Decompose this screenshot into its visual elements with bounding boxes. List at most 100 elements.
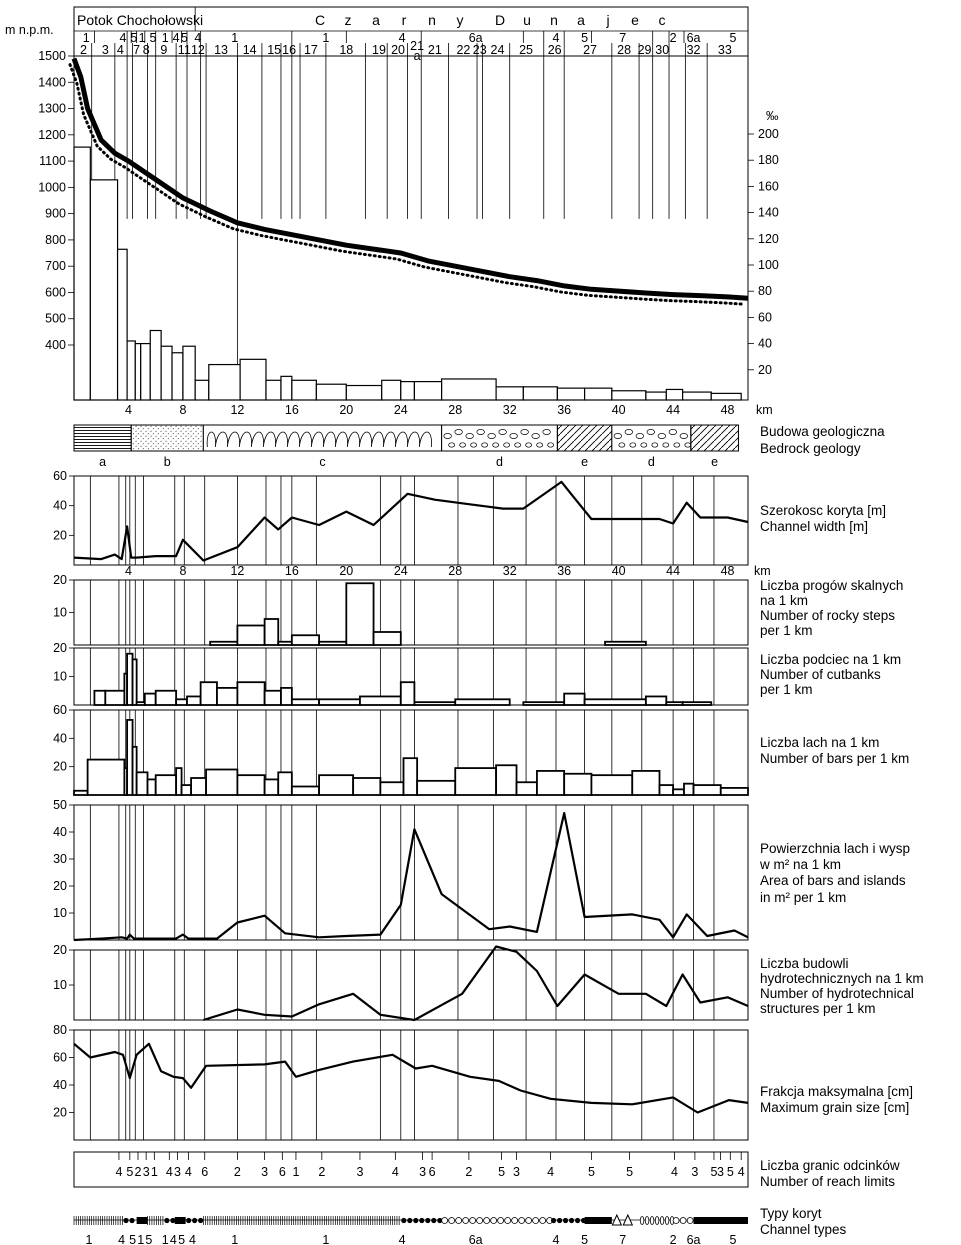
geology-pebble bbox=[492, 442, 499, 448]
geology-pebble bbox=[514, 442, 521, 448]
limits-value: 3 bbox=[513, 1165, 520, 1179]
profile-ylabel-right: ‰ bbox=[766, 109, 779, 123]
header-river-letter: a bbox=[372, 12, 380, 28]
profile-x-tick-label: 28 bbox=[448, 403, 462, 417]
bars-bar bbox=[402, 757, 419, 796]
width-x-tick-label: 20 bbox=[339, 564, 353, 578]
width-x-tick-label: 24 bbox=[394, 564, 408, 578]
bars-bar bbox=[236, 774, 266, 796]
profile-y-tick-label: 1200 bbox=[38, 128, 66, 142]
area-label-4: in m² per 1 km bbox=[760, 890, 846, 905]
geology-pebble bbox=[646, 429, 655, 435]
cutbanks-bar bbox=[413, 701, 457, 706]
types-bottom-label: 4 bbox=[399, 1233, 406, 1245]
types-dot bbox=[437, 1217, 443, 1224]
cutbanks-panel-y-tick-label: 10 bbox=[53, 670, 67, 684]
header-reach-number: 27 bbox=[583, 43, 597, 57]
header-reach-type: 4 bbox=[120, 31, 127, 45]
profile-y-tick-label: 1000 bbox=[38, 180, 66, 194]
geology-segment bbox=[556, 424, 613, 452]
profile-x-tick-label: 4 bbox=[125, 403, 132, 417]
types-dot bbox=[192, 1217, 198, 1224]
geology-pebble bbox=[443, 433, 452, 439]
header-reach-number: 23 bbox=[473, 43, 487, 57]
header-reach-type: 1 bbox=[83, 31, 90, 45]
steps-label-4: per 1 km bbox=[760, 623, 813, 638]
types-bottom-label: 4 bbox=[170, 1233, 177, 1245]
limits-value: 1 bbox=[151, 1165, 158, 1179]
types-dot bbox=[198, 1217, 204, 1224]
profile-x-tick-label: 8 bbox=[179, 403, 186, 417]
cutbanks-bar bbox=[583, 698, 647, 706]
limits-label-pl: Liczba granic odcinków bbox=[760, 1158, 900, 1173]
bars-bar bbox=[290, 785, 320, 796]
area-panel-y-tick-label: 50 bbox=[53, 798, 67, 812]
bars-bar bbox=[379, 781, 405, 796]
types-oval bbox=[659, 1216, 665, 1225]
profile-y-tick-label: 400 bbox=[45, 338, 66, 352]
geology-pebble bbox=[525, 442, 532, 448]
bars-bar bbox=[154, 774, 178, 796]
bars-bar bbox=[515, 781, 538, 796]
gradient-bar bbox=[522, 386, 558, 401]
limits-value: 5 bbox=[710, 1165, 717, 1179]
geology-segment bbox=[690, 424, 739, 452]
types-dot bbox=[186, 1217, 192, 1224]
types-ring bbox=[469, 1217, 477, 1224]
profile-y-tick-label: 700 bbox=[45, 259, 66, 273]
cutbanks-bar bbox=[186, 695, 202, 706]
grain-panel-y-tick-label: 80 bbox=[53, 1023, 67, 1037]
profile-y-tick-label: 600 bbox=[45, 285, 66, 299]
bars-bar bbox=[73, 789, 89, 796]
grain-label-pl: Frakcja maksymalna [cm] bbox=[760, 1084, 913, 1099]
bars-panel-y-tick-label: 20 bbox=[53, 760, 67, 774]
limits-value: 4 bbox=[738, 1165, 745, 1179]
limits-value: 4 bbox=[547, 1165, 554, 1179]
limits-value: 2 bbox=[465, 1165, 472, 1179]
header-reach-number: 14 bbox=[243, 43, 257, 57]
profile-x-tick-label: 24 bbox=[394, 403, 408, 417]
header-reach-type: 5 bbox=[581, 31, 588, 45]
header-reach-type: 6a bbox=[469, 31, 483, 45]
geology-pebble bbox=[673, 442, 681, 448]
profile-x-unit: km bbox=[756, 403, 773, 417]
geology-letter: b bbox=[164, 455, 171, 469]
limits-value: 2 bbox=[135, 1165, 142, 1179]
types-oval bbox=[664, 1216, 670, 1225]
header-river-letter: c bbox=[659, 12, 666, 28]
limits-value: 3 bbox=[717, 1165, 724, 1179]
bars-bar bbox=[692, 784, 722, 796]
bars-bar bbox=[658, 784, 675, 796]
types-oval bbox=[654, 1216, 660, 1225]
steps-bar bbox=[345, 582, 375, 646]
bars-bar bbox=[672, 788, 685, 796]
limits-value: 4 bbox=[185, 1165, 192, 1179]
profile-frame bbox=[73, 55, 749, 401]
types-oval bbox=[639, 1216, 645, 1225]
header-reach-number: 16 bbox=[282, 43, 296, 57]
types-dot bbox=[556, 1217, 563, 1224]
width-x-tick-label: 32 bbox=[503, 564, 517, 578]
geology-label-pl: Budowa geologiczna bbox=[760, 424, 885, 439]
width-label-en: Channel width [m] bbox=[760, 519, 868, 534]
width-x-unit: km bbox=[754, 564, 771, 578]
profile-y-tick-label: 1100 bbox=[39, 154, 66, 168]
header-reach-number: 18 bbox=[339, 43, 353, 57]
cutbanks-label-2: Number of cutbanks bbox=[760, 667, 881, 682]
header-reach-number: 9 bbox=[160, 43, 167, 57]
types-bottom-label: 4 bbox=[553, 1233, 560, 1245]
cutbanks-bar bbox=[236, 681, 266, 706]
types-ring bbox=[462, 1217, 470, 1224]
cutbanks-bar bbox=[280, 687, 293, 706]
hydro-panel-y-tick-label: 10 bbox=[53, 978, 67, 992]
gradient-bar bbox=[665, 388, 684, 401]
limits-value: 5 bbox=[727, 1165, 734, 1179]
steps-bar bbox=[263, 618, 280, 646]
bars-bar bbox=[86, 758, 126, 796]
steps-panel-y-tick-label: 20 bbox=[53, 573, 67, 587]
types-label-pl: Typy koryt bbox=[760, 1206, 822, 1221]
profile-y2-tick-label: 40 bbox=[758, 337, 772, 351]
profile-y-tick-label: 500 bbox=[45, 312, 66, 326]
types-triangle bbox=[622, 1213, 634, 1226]
geology-pebble bbox=[651, 442, 659, 448]
